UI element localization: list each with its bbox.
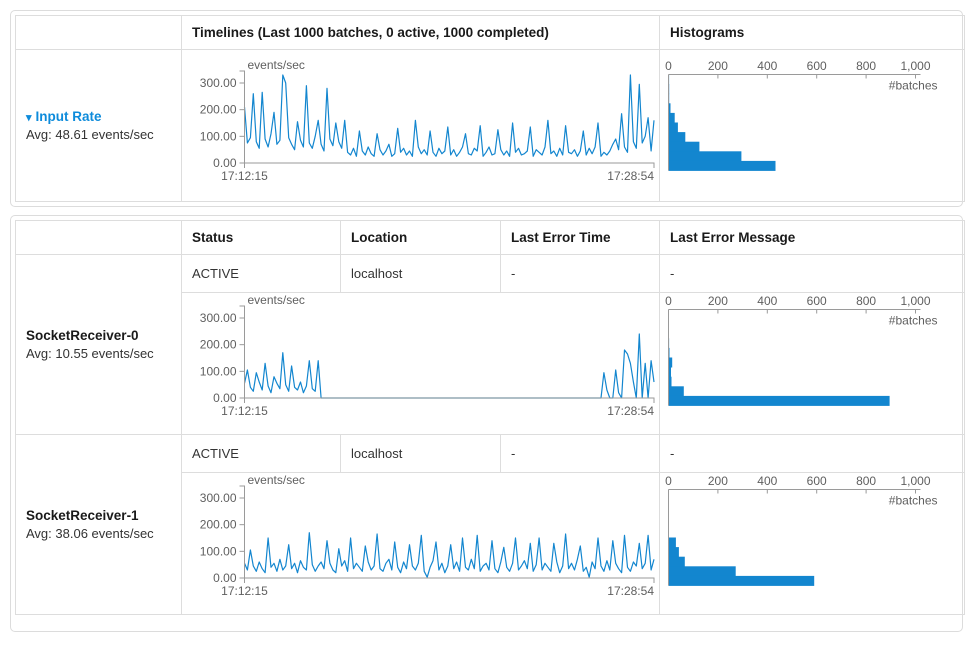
input-rate-panel: Timelines (Last 1000 batches, 0 active, …	[10, 10, 965, 207]
svg-text:events/sec: events/sec	[248, 475, 305, 487]
input-rate-histogram-chart: 0 200 400 600 800 1,000 #batches	[659, 49, 965, 202]
histogram-svg: 0 200 400 600 800 1,000 #batches	[665, 474, 938, 586]
receiver-1-histogram-chart: 0 200 400 600 800 1,000 #batches	[659, 472, 965, 615]
svg-text:200: 200	[708, 60, 728, 73]
svg-text:100.00: 100.00	[200, 364, 237, 378]
svg-text:0.00: 0.00	[213, 391, 237, 405]
svg-text:#batches: #batches	[889, 314, 938, 328]
column-header-location: Location	[340, 220, 501, 255]
svg-text:events/sec: events/sec	[248, 60, 305, 72]
receiver-1-label-cell: SocketReceiver-1 Avg: 38.06 events/sec	[15, 434, 182, 615]
svg-text:17:28:54: 17:28:54	[607, 404, 654, 418]
receiver-0-info-row: SocketReceiver-0 Avg: 10.55 events/sec A…	[15, 254, 965, 435]
receiver-1-chart-row: 0.00 100.00 200.00 300.00 events/sec 17:12:15…	[16, 472, 965, 615]
svg-text:200.00: 200.00	[200, 103, 237, 117]
svg-text:0: 0	[665, 60, 672, 73]
svg-text:400: 400	[757, 295, 777, 308]
svg-text:300.00: 300.00	[200, 491, 237, 505]
input-rate-timeline-chart: 0.00 100.00 200.00 300.00 events/sec 17:12:15…	[181, 49, 660, 202]
svg-text:300.00: 300.00	[200, 76, 237, 90]
receiver-0-name: SocketReceiver-0	[26, 328, 139, 343]
column-header-histograms: Histograms	[659, 15, 965, 50]
svg-text:17:12:15: 17:12:15	[221, 584, 268, 598]
receiver-1-info-row: SocketReceiver-1 Avg: 38.06 events/sec A…	[15, 434, 965, 615]
histogram-svg: 0 200 400 600 800 1,000 #batches	[665, 59, 938, 171]
input-rate-header-row: Timelines (Last 1000 batches, 0 active, …	[15, 15, 965, 50]
svg-text:1,000: 1,000	[900, 475, 930, 488]
receivers-table: Status Location Last Error Time Last Err…	[15, 220, 965, 615]
empty-header-cell	[15, 220, 182, 255]
svg-text:600: 600	[807, 60, 827, 73]
svg-text:600: 600	[807, 475, 827, 488]
svg-text:200.00: 200.00	[200, 518, 237, 532]
svg-text:0: 0	[665, 475, 672, 488]
receivers-panel: Status Location Last Error Time Last Err…	[10, 215, 965, 632]
svg-text:#batches: #batches	[889, 79, 938, 93]
timeline-svg: 0.00 100.00 200.00 300.00 events/sec 17:12:15…	[200, 293, 655, 418]
input-rate-row: ▾ Input Rate Avg: 48.61 events/sec 0.00 10…	[15, 49, 965, 202]
svg-text:400: 400	[757, 60, 777, 73]
svg-text:0.00: 0.00	[213, 571, 237, 585]
input-rate-table: Timelines (Last 1000 batches, 0 active, …	[15, 15, 965, 202]
input-rate-title: Input Rate	[35, 109, 102, 124]
receiver-1-timeline-chart: 0.00 100.00 200.00 300.00 events/sec 17:12:15…	[181, 472, 660, 615]
input-rate-label-cell: ▾ Input Rate Avg: 48.61 events/sec	[15, 49, 182, 202]
svg-text:600: 600	[807, 295, 827, 308]
svg-text:400: 400	[757, 475, 777, 488]
svg-text:200: 200	[708, 475, 728, 488]
svg-text:200.00: 200.00	[200, 338, 237, 352]
timeline-svg: 0.00 100.00 200.00 300.00 events/sec 17:12:15…	[200, 58, 655, 183]
receiver-0-last-error-message: -	[659, 254, 965, 293]
svg-text:0: 0	[665, 295, 672, 308]
receiver-1-location: localhost	[340, 434, 501, 473]
receiver-0-timeline-chart: 0.00 100.00 200.00 300.00 events/sec 17:12:15…	[181, 292, 660, 435]
svg-text:17:12:15: 17:12:15	[221, 404, 268, 418]
input-rate-toggle[interactable]: ▾ Input Rate	[26, 109, 171, 124]
receiver-1-last-error-message: -	[659, 434, 965, 473]
svg-text:800: 800	[856, 475, 876, 488]
receiver-0-location: localhost	[340, 254, 501, 293]
receiver-1-name: SocketReceiver-1	[26, 508, 139, 523]
svg-text:17:28:54: 17:28:54	[607, 169, 654, 183]
svg-text:800: 800	[856, 60, 876, 73]
receiver-0-label-cell: SocketReceiver-0 Avg: 10.55 events/sec	[15, 254, 182, 435]
histogram-svg: 0 200 400 600 800 1,000 #batches	[665, 294, 938, 406]
svg-text:300.00: 300.00	[200, 311, 237, 325]
svg-text:1,000: 1,000	[900, 295, 930, 308]
svg-text:0.00: 0.00	[213, 156, 237, 170]
streaming-statistics-page: Timelines (Last 1000 batches, 0 active, …	[10, 10, 965, 632]
empty-header-cell	[15, 15, 182, 50]
receiver-1-last-error-time: -	[500, 434, 660, 473]
svg-text:200: 200	[708, 295, 728, 308]
svg-text:100.00: 100.00	[200, 544, 237, 558]
receiver-0-status: ACTIVE	[181, 254, 341, 293]
svg-text:17:12:15: 17:12:15	[221, 169, 268, 183]
svg-text:events/sec: events/sec	[248, 295, 305, 307]
receivers-header-row: Status Location Last Error Time Last Err…	[15, 220, 965, 255]
input-rate-avg: Avg: 48.61 events/sec	[26, 127, 154, 142]
svg-text:100.00: 100.00	[200, 129, 237, 143]
receiver-1-status: ACTIVE	[181, 434, 341, 473]
column-header-last-error-time: Last Error Time	[500, 220, 660, 255]
receiver-0-chart-row: 0.00 100.00 200.00 300.00 events/sec 17:12:15…	[16, 292, 965, 435]
caret-down-icon: ▾	[26, 112, 32, 124]
svg-text:#batches: #batches	[889, 494, 938, 508]
svg-text:800: 800	[856, 295, 876, 308]
column-header-last-error-message: Last Error Message	[659, 220, 965, 255]
timeline-svg: 0.00 100.00 200.00 300.00 events/sec 17:12:15…	[200, 473, 655, 598]
column-header-status: Status	[181, 220, 341, 255]
column-header-timelines: Timelines (Last 1000 batches, 0 active, …	[181, 15, 660, 50]
receiver-1-avg: Avg: 38.06 events/sec	[26, 526, 154, 541]
receiver-0-avg: Avg: 10.55 events/sec	[26, 346, 154, 361]
receiver-0-last-error-time: -	[500, 254, 660, 293]
svg-text:1,000: 1,000	[900, 60, 930, 73]
receiver-0-histogram-chart: 0 200 400 600 800 1,000 #batches	[659, 292, 965, 435]
svg-text:17:28:54: 17:28:54	[607, 584, 654, 598]
